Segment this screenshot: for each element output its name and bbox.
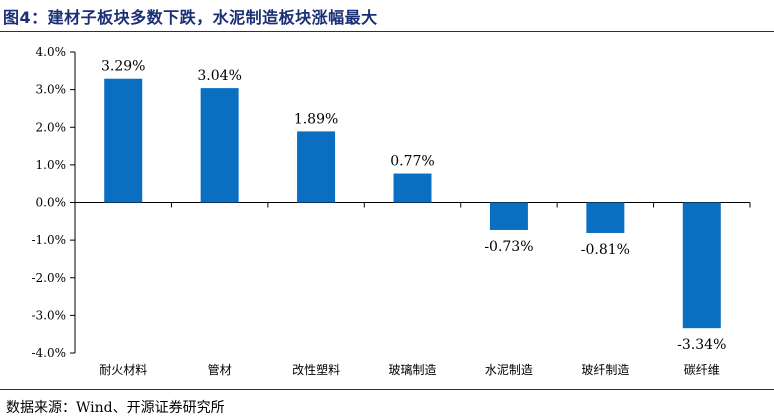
category-label: 水泥制造	[485, 363, 533, 377]
page-title: 图4：建材子板块多数下跌，水泥制造板块涨幅最大	[3, 8, 378, 27]
category-label: 玻纤制造	[581, 363, 629, 377]
bar	[297, 131, 336, 203]
category-label: 改性塑料	[292, 362, 340, 377]
data-label: 3.29%	[101, 59, 145, 75]
source-note: 数据来源：Wind、开源证券研究所	[6, 400, 225, 416]
y-tick-label: 0.0%	[36, 196, 67, 210]
y-tick-label: -3.0%	[31, 308, 66, 322]
data-label: 3.04%	[197, 68, 241, 84]
category-label: 玻璃制造	[388, 363, 436, 377]
data-label: -3.34%	[677, 337, 726, 353]
y-tick-label: 4.0%	[36, 45, 67, 59]
bar	[393, 173, 432, 203]
category-label: 碳纤维	[684, 363, 720, 377]
title-divider	[0, 31, 774, 32]
bar	[200, 88, 239, 203]
y-tick-label: 3.0%	[36, 83, 67, 97]
category-label: 管材	[208, 362, 232, 377]
y-tick-label: -4.0%	[31, 346, 66, 360]
bar	[682, 202, 721, 329]
bar	[489, 202, 528, 230]
y-tick-label: 1.0%	[36, 158, 67, 172]
data-label: 0.77%	[390, 154, 434, 170]
data-label: -0.73%	[484, 239, 533, 255]
category-label: 耐火材料	[99, 363, 147, 377]
data-label: 1.89%	[294, 111, 338, 127]
bar-chart: 4.0% 3.0% 2.0% 1.0% 0.0% -1.0% -2.0% -3.0% -4.0%…	[31, 45, 751, 377]
y-tick-label: 2.0%	[36, 120, 67, 134]
source-divider	[0, 389, 774, 390]
data-label: -0.81%	[581, 242, 630, 258]
y-tick-label: -2.0%	[31, 271, 66, 285]
y-tick-label: -1.0%	[31, 233, 66, 247]
bar	[586, 202, 625, 233]
bar	[104, 78, 143, 203]
